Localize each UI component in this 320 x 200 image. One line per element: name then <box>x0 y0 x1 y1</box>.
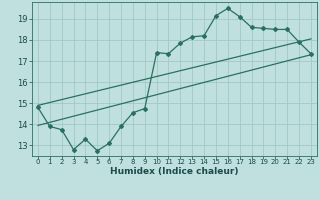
X-axis label: Humidex (Indice chaleur): Humidex (Indice chaleur) <box>110 167 239 176</box>
